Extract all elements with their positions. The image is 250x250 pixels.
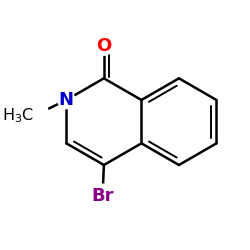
Circle shape (94, 36, 113, 55)
Circle shape (90, 184, 114, 208)
Text: H$_3$C: H$_3$C (2, 106, 34, 125)
Circle shape (20, 101, 49, 130)
Circle shape (58, 91, 75, 109)
Text: Br: Br (91, 187, 114, 205)
Text: N: N (59, 91, 74, 109)
Text: O: O (96, 37, 112, 55)
